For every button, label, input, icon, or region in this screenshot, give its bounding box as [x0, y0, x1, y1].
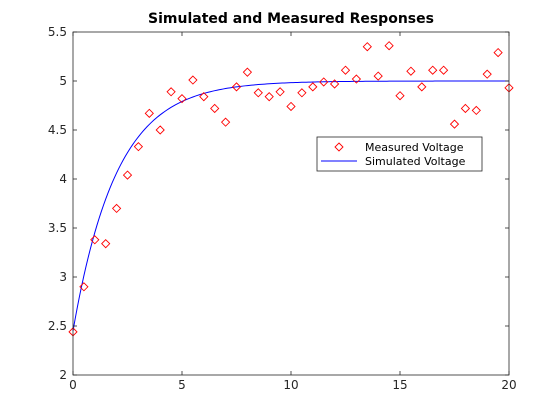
measured-voltage-point	[101, 239, 111, 249]
measured-voltage-point	[428, 65, 438, 75]
x-tick-label: 20	[501, 378, 516, 392]
y-tick-label: 3.5	[48, 221, 67, 235]
measured-voltage-point	[155, 125, 165, 135]
chart-title: Simulated and Measured Responses	[148, 11, 434, 27]
measured-voltage-point	[384, 41, 394, 51]
measured-voltage-point	[177, 94, 187, 104]
legend-label-simulated: Simulated Voltage	[365, 155, 466, 168]
x-tick-label: 10	[283, 378, 298, 392]
legend-marker-measured	[334, 142, 344, 152]
y-tick-label: 2.5	[48, 319, 67, 333]
measured-voltage-point	[395, 91, 405, 101]
measured-voltage-point	[242, 67, 253, 77]
measured-voltage-point	[351, 74, 362, 84]
ticks-layer: 0 5 10 15 20 2 2.5 3 3.5 4 4.5 5 5.5	[48, 25, 517, 392]
measured-voltage-point	[264, 92, 274, 102]
measured-voltage-point	[210, 103, 220, 114]
measured-voltage-point	[297, 88, 307, 98]
x-tick-label: 0	[69, 378, 77, 392]
measured-voltage-point	[460, 103, 471, 114]
measured-voltage-point	[275, 87, 285, 97]
legend-label-measured: Measured Voltage	[365, 141, 464, 154]
measured-voltage-point	[220, 117, 231, 127]
simulated-voltage-line	[72, 80, 509, 331]
measured-voltage-point	[406, 66, 416, 76]
measured-voltage-point	[253, 88, 263, 98]
measured-voltage-point	[362, 42, 372, 52]
measured-voltage-point	[417, 82, 427, 92]
measured-voltage-point	[144, 108, 154, 118]
legend-marker-slot	[334, 142, 344, 152]
series-layer	[68, 41, 514, 337]
plot-area	[73, 32, 509, 375]
measured-voltage-point	[79, 282, 89, 292]
y-tick-label: 3	[59, 270, 67, 284]
measured-voltage-point	[319, 77, 329, 87]
measured-voltage-point	[166, 87, 176, 97]
measured-voltage-point	[471, 105, 481, 116]
measured-voltage-point	[231, 82, 242, 92]
measured-voltage-point	[308, 82, 318, 92]
y-tick-label: 2	[59, 368, 67, 382]
measured-voltage-point	[340, 65, 351, 75]
measured-voltage-point	[493, 47, 503, 58]
x-tick-label: 15	[392, 378, 407, 392]
measured-voltage-point	[286, 101, 296, 112]
y-tick-label: 5	[59, 74, 67, 88]
measured-voltage-point	[438, 65, 449, 75]
y-tick-label: 5.5	[48, 25, 67, 39]
legend: Measured Voltage Simulated Voltage	[316, 136, 483, 172]
measured-voltage-point	[133, 142, 144, 152]
measured-voltage-point	[111, 203, 122, 214]
measured-voltage-point	[188, 75, 198, 85]
x-tick-label: 5	[178, 378, 186, 392]
measured-voltage-point	[122, 170, 133, 180]
y-tick-label: 4.5	[48, 123, 67, 137]
measured-voltage-point	[449, 119, 460, 129]
measured-voltage-point	[373, 71, 383, 81]
y-tick-label: 4	[59, 172, 67, 186]
legend-box	[316, 136, 483, 172]
measured-voltage-point	[199, 92, 209, 102]
measured-voltage-point	[90, 235, 100, 245]
measured-voltage-point	[329, 79, 340, 89]
measured-voltage-point	[482, 69, 492, 79]
